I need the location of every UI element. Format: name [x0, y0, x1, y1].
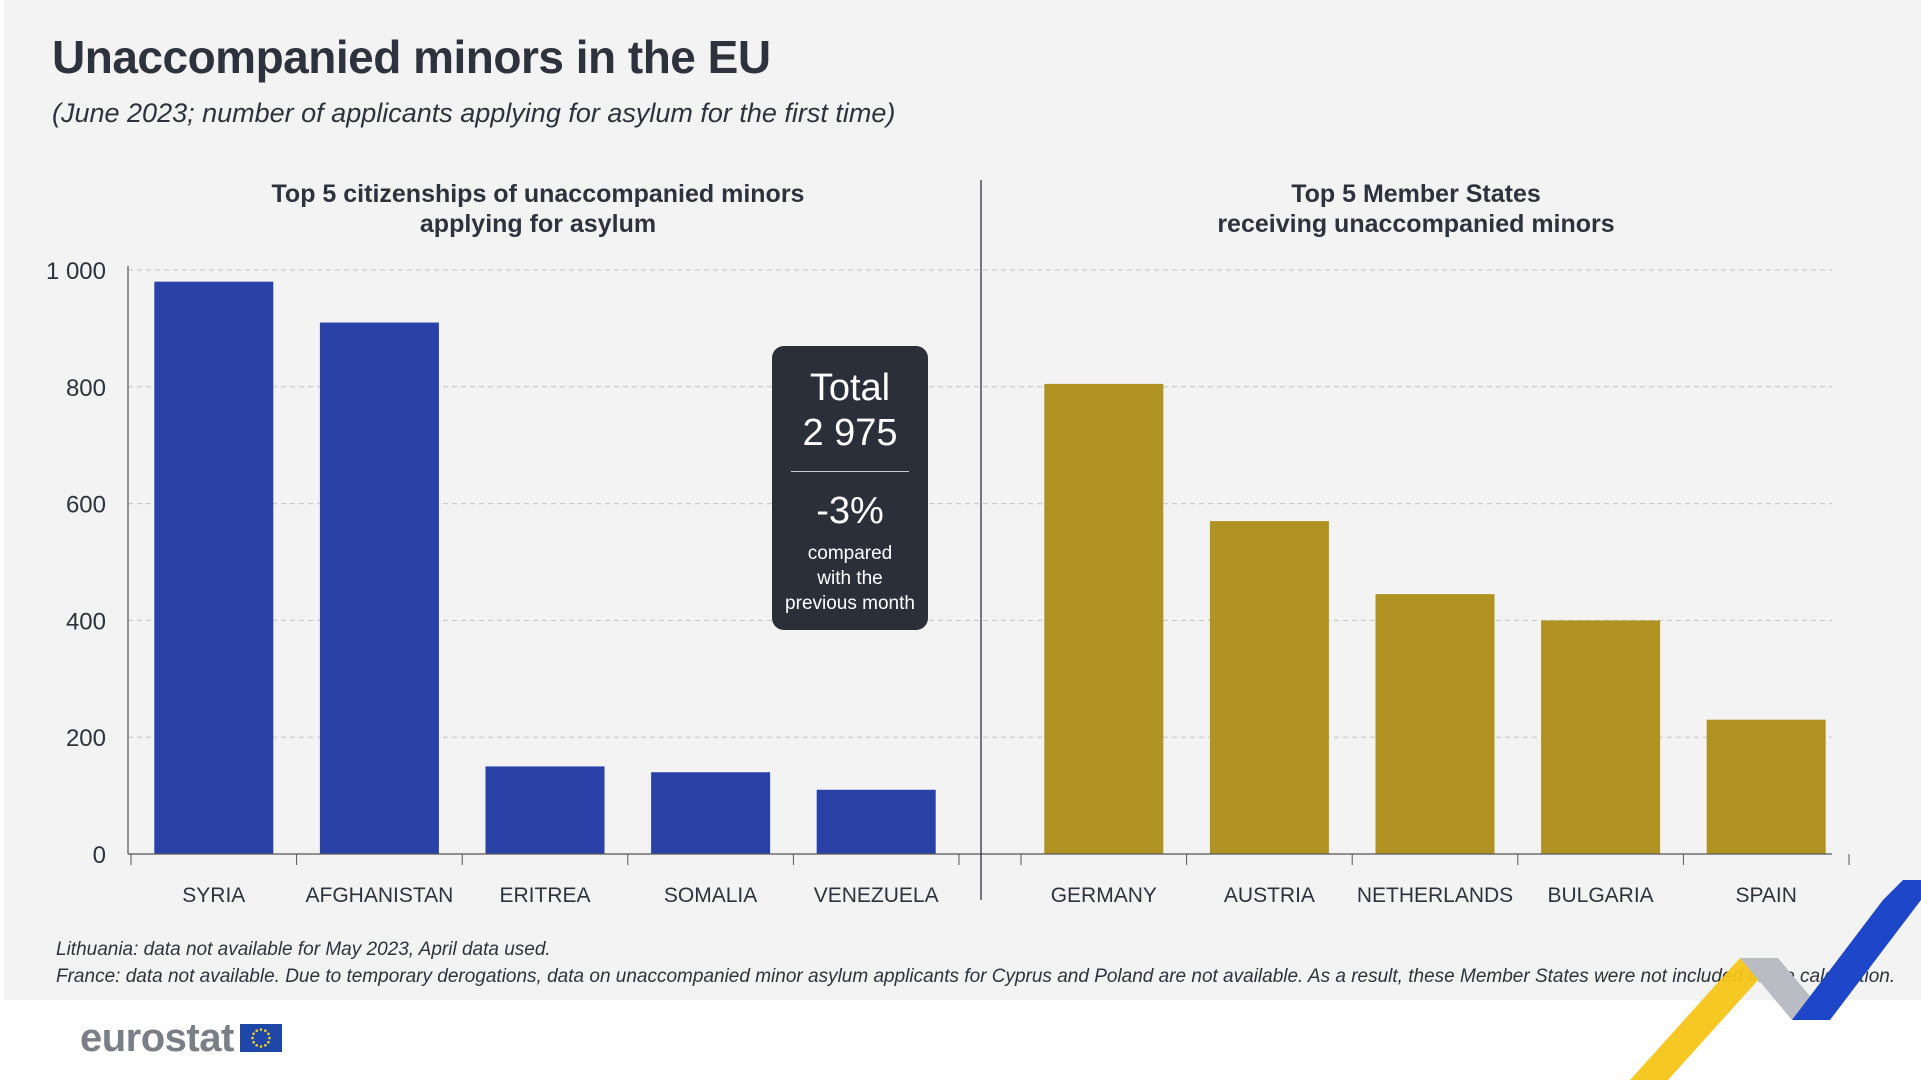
bar-left-eritrea: [485, 766, 605, 854]
x-category-label: AUSTRIA: [1224, 884, 1315, 907]
page-title: Unaccompanied minors in the EU: [52, 31, 771, 83]
y-tick-label: 200: [66, 725, 106, 752]
x-category-label: SPAIN: [1735, 884, 1796, 907]
total-note-line1: compared: [807, 543, 893, 564]
total-note-line3: previous month: [785, 593, 915, 614]
total-value: 2 975: [802, 412, 898, 454]
bar-right-netherlands: [1375, 594, 1495, 854]
total-divider: [791, 471, 909, 472]
x-category-label: SOMALIA: [664, 884, 757, 907]
bar-right-austria: [1209, 521, 1329, 854]
bar-left-somalia: [651, 772, 771, 854]
footnote-lithuania: Lithuania: data not available for May 20…: [56, 939, 551, 960]
bar-chart: 0 200 400 600 800 1 000 SYRIA AFGHANISTAN ERITRE…: [46, 180, 1850, 907]
page-subtitle: (June 2023; number of applicants applyin…: [52, 98, 896, 128]
y-tick-label: 0: [93, 842, 106, 869]
eu-flag-icon: [239, 1024, 282, 1052]
bar-left-syria: [154, 281, 274, 854]
total-callout: Total 2 975 -3% compared with the previo…: [772, 346, 928, 630]
x-category-label: SYRIA: [182, 884, 245, 907]
x-category-label: ERITREA: [499, 884, 590, 907]
bar-right-spain: [1706, 719, 1826, 854]
x-category-label: AFGHANISTAN: [306, 884, 454, 907]
bar-left-venezuela: [816, 789, 936, 854]
eurostat-logo: eurostat: [80, 1013, 282, 1063]
y-tick-label: 600: [66, 492, 106, 519]
logo-text: eurostat: [80, 1015, 234, 1060]
x-category-label: NETHERLANDS: [1357, 884, 1513, 907]
footnote-france: France: data not available. Due to tempo…: [56, 966, 1896, 987]
x-category-label: GERMANY: [1051, 884, 1157, 907]
x-category-label: VENEZUELA: [814, 884, 939, 907]
total-change-note: compared with the previous month: [772, 541, 928, 616]
chart-right-title-line2: receiving unaccompanied minors: [1217, 210, 1614, 238]
x-category-label: BULGARIA: [1547, 884, 1653, 907]
y-tick-label: 400: [66, 608, 106, 635]
bar-right-bulgaria: [1541, 620, 1661, 854]
chart-left-title-line1: Top 5 citizenships of unaccompanied mino…: [272, 180, 805, 208]
bar-right-germany: [1044, 383, 1164, 854]
total-note-line2: with the: [817, 568, 883, 589]
y-tick-label: 800: [66, 375, 106, 402]
total-label: Total: [809, 367, 891, 409]
y-tick-label: 1 000: [46, 258, 106, 285]
chart-left-title-line2: applying for asylum: [420, 210, 656, 238]
bar-left-afghanistan: [319, 322, 439, 854]
total-change: -3%: [816, 490, 884, 532]
decorative-chevron-graphic: [1630, 880, 1921, 1080]
chart-right-title-line1: Top 5 Member States: [1291, 180, 1541, 208]
